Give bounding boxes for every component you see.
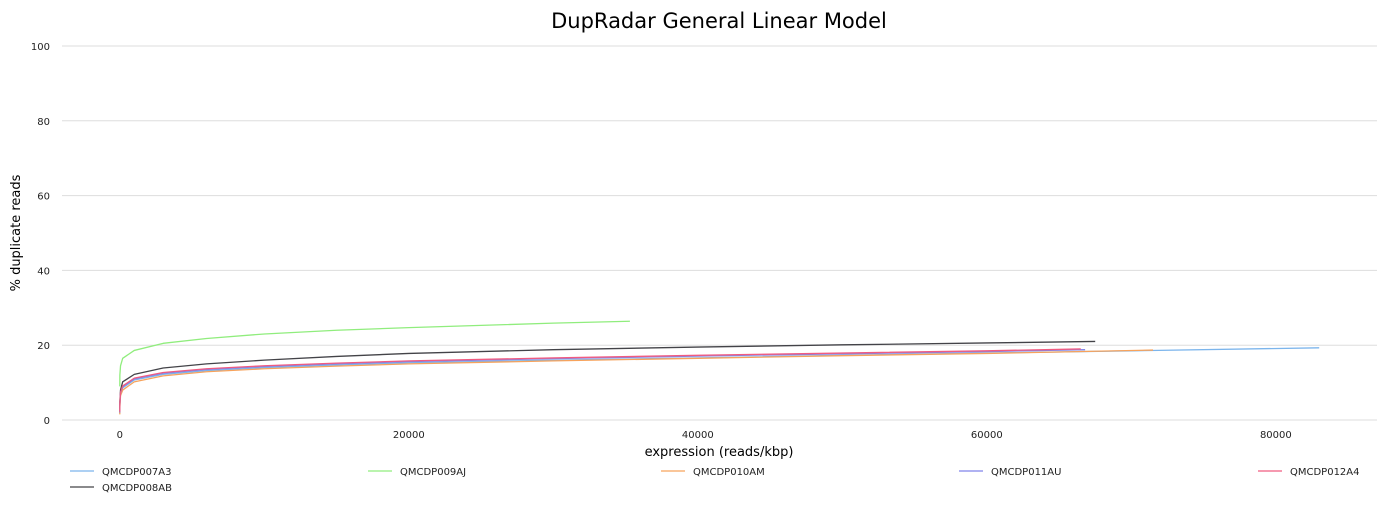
- legend-label: QMCDP010AM: [693, 467, 765, 478]
- y-tick-label: 0: [44, 416, 50, 427]
- legend-item-qmcdp009aj[interactable]: QMCDP009AJ: [368, 467, 466, 478]
- x-tick-label: 40000: [682, 430, 714, 441]
- y-axis-ticks: 0 20 40 60 80 100: [31, 42, 50, 427]
- y-tick-label: 40: [37, 266, 50, 277]
- y-tick-label: 60: [37, 192, 50, 203]
- x-tick-label: 0: [117, 430, 123, 441]
- x-tick-label: 80000: [1260, 430, 1292, 441]
- y-tick-label: 80: [37, 117, 50, 128]
- y-tick-label: 20: [37, 341, 50, 352]
- legend-label: QMCDP012A4: [1290, 467, 1360, 478]
- legend-label: QMCDP009AJ: [400, 467, 466, 478]
- y-tick-label: 100: [31, 42, 50, 53]
- legend-label: QMCDP011AU: [991, 467, 1061, 478]
- gridlines: [62, 45, 1377, 421]
- series-line-qmcdp008ab: [119, 340, 1096, 409]
- series-line-qmcdp012a4: [119, 348, 1081, 412]
- series-line-qmcdp010am: [119, 349, 1154, 415]
- legend-label: QMCDP007A3: [102, 467, 172, 478]
- legend-item-qmcdp008ab[interactable]: QMCDP008AB: [70, 483, 172, 494]
- x-tick-label: 60000: [971, 430, 1003, 441]
- x-axis-ticks: 0 20000 40000 60000 80000: [117, 430, 1292, 441]
- legend-item-qmcdp007a3[interactable]: QMCDP007A3: [70, 467, 172, 478]
- y-axis-title: % duplicate reads: [9, 174, 24, 291]
- chart-title: DupRadar General Linear Model: [551, 9, 887, 33]
- legend-item-qmcdp012a4[interactable]: QMCDP012A4: [1258, 467, 1360, 478]
- legend-label: QMCDP008AB: [102, 483, 172, 494]
- legend[interactable]: QMCDP007A3 QMCDP008AB QMCDP009AJ QMCDP010AM…: [70, 467, 1360, 494]
- plot-series: [119, 320, 1320, 415]
- x-axis-title: expression (reads/kbp): [645, 445, 794, 460]
- legend-item-qmcdp010am[interactable]: QMCDP010AM: [661, 467, 765, 478]
- x-tick-label: 20000: [393, 430, 425, 441]
- legend-item-qmcdp011au[interactable]: QMCDP011AU: [959, 467, 1061, 478]
- series-line-qmcdp009aj: [119, 320, 630, 387]
